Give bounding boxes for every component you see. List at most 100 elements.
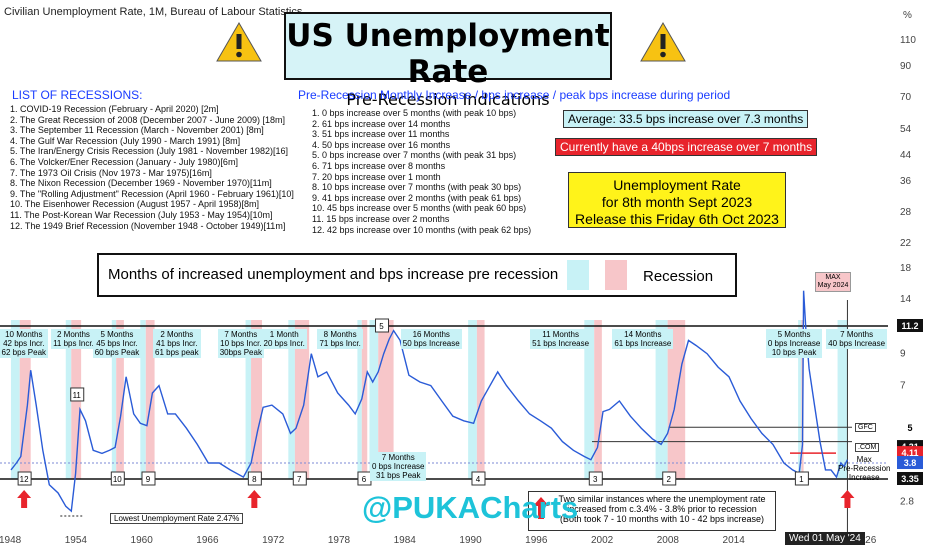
- y-tick-label: 7: [900, 381, 906, 392]
- recession-marker-label: 1: [799, 475, 804, 484]
- indication-item: 6. 71 bps increase over 8 months: [312, 160, 446, 171]
- legend-pink-swatch: [605, 260, 627, 290]
- indication-item: 4. 50 bps increase over 16 months: [312, 139, 451, 150]
- x-tick-label: 1984: [394, 535, 417, 546]
- recession-marker-box: [70, 387, 85, 402]
- recession-item: 6. The Volcker/Ener Recession (January -…: [10, 156, 238, 167]
- recession-marker-box: [17, 471, 32, 486]
- recession-band-cyan: [65, 320, 72, 479]
- x-tick-label: 1960: [131, 535, 154, 546]
- annotation-line: 42 bps Incr.: [3, 339, 45, 348]
- recession-band-cyan: [111, 320, 117, 479]
- release-box: Unemployment Rate for 8th month Sept 202…: [568, 172, 786, 228]
- recession-marker-label: 10: [113, 475, 122, 484]
- recession-band-cyan: [837, 320, 848, 479]
- y-tick-label: 36: [900, 176, 912, 187]
- x-tick-label: 2002: [591, 535, 614, 546]
- price-tag-bg: [897, 319, 923, 332]
- recession-marker-box: [247, 471, 262, 486]
- indication-item: 7. 20 bps increase over 1 month: [312, 171, 441, 182]
- annotation-line: 11 Months: [542, 330, 579, 339]
- indication-item: 12. 42 bps increase over 10 months (with…: [312, 224, 532, 235]
- indication-item: 9. 41 bps increase over 2 months (with p…: [312, 192, 522, 203]
- recession-marker-label: 9: [146, 475, 151, 484]
- annotation-line: 16 Months: [412, 330, 450, 339]
- y-tick-label: 70: [900, 92, 912, 103]
- current-box: Currently have a 40bps increase over 7 m…: [555, 138, 818, 156]
- annotation-box: 5 Months 45 bps Incr. 60 bps Peak: [92, 329, 142, 358]
- note-line: 0 bps Increase: [372, 462, 425, 471]
- y-tick-label: 44: [900, 150, 912, 161]
- annotation-box: 10 Months 42 bps Incr. 62 bps Peak: [0, 329, 49, 358]
- recession-marker-box: [375, 318, 390, 333]
- note-line: Max: [856, 455, 872, 464]
- y-axis-unit: %: [903, 10, 912, 21]
- annotation-box: 2 Months 11 bps Incr.: [51, 329, 96, 349]
- recession-band-pink: [145, 320, 155, 479]
- note-line: Two similar instances where the unemploy…: [558, 494, 766, 504]
- annotation-box: 11 Months 51 bps Increase: [530, 329, 592, 349]
- recession-band-cyan: [10, 320, 20, 479]
- annotation-box: 7 Months 40 bps Increase: [826, 329, 888, 349]
- annotation-line: 30bps Peak: [219, 348, 262, 357]
- x-tick-label: 1972: [262, 535, 285, 546]
- note-line: 7 Months: [381, 453, 415, 462]
- indication-item: 3. 51 bps increase over 11 months: [312, 129, 450, 140]
- annotation-line: 40 bps Increase: [828, 339, 886, 348]
- annotation-line: 5 Months: [777, 330, 811, 339]
- annotation-line: 51 bps Increase: [532, 339, 590, 348]
- x-tick-label: 1954: [65, 535, 88, 546]
- max-date: May 2024: [817, 282, 849, 289]
- recession-band-pink: [116, 320, 124, 479]
- series-line: [10, 290, 849, 513]
- recession-marker-label: 3: [593, 475, 598, 484]
- date-tag: Wed 01 May '24: [785, 532, 865, 545]
- recession-band-pink: [251, 320, 263, 479]
- annotation-line: 10 bps Incr.: [220, 339, 262, 348]
- recession-band-cyan: [584, 320, 595, 479]
- recession-marker-label: 12: [20, 475, 29, 484]
- up-arrow-icon: [533, 497, 549, 519]
- annotation-line: 60 bps Peak: [94, 348, 140, 357]
- com-tag: .COM: [855, 443, 880, 452]
- annotation-line: 50 bps Increase: [402, 339, 460, 348]
- max-may-box: MAX May 2024: [815, 272, 851, 292]
- lowest-note: Lowest Unemployment Rate 2.47%: [110, 513, 244, 524]
- annotation-line: 14 Months: [624, 330, 662, 339]
- recession-item: 11. The Post-Korean War Recession (July …: [10, 209, 273, 220]
- recession-band-pink: [594, 320, 602, 479]
- title-box: US Unemployment Rate Pre-Recession Indic…: [284, 12, 612, 109]
- annotation-box: 5 Months 0 bps Increase 10 bps Peak: [765, 329, 823, 358]
- watermark: @PUKACharts: [362, 490, 579, 525]
- indication-item: 5. 0 bps increase over 7 months (with pe…: [312, 150, 517, 161]
- recession-item: 10. The Eisenhower Recession (August 195…: [10, 199, 259, 210]
- recession-item: 7. The 1973 Oil Crisis (Nov 1973 - Mar 1…: [10, 167, 212, 178]
- y-tick-label: 28: [900, 207, 912, 218]
- recession-item: 5. The Iran/Energy Crisis Recession (Jul…: [10, 146, 288, 157]
- annotation-line: 61 bps Increase: [614, 339, 672, 348]
- note-line: Pre-Recession: [838, 464, 891, 473]
- indications-heading: Pre-Recession Monthly Increase / bps inc…: [298, 88, 731, 102]
- x-tick-label: 1996: [525, 535, 548, 546]
- x-tick-label: 2014: [723, 535, 746, 546]
- gfc-tag: GFC: [855, 423, 876, 432]
- recession-band-cyan: [798, 320, 802, 479]
- y-tick-label: 90: [900, 61, 912, 72]
- recession-marker-box: [588, 471, 603, 486]
- note-line: increased from c.3.4% - 3.8% prior to re…: [567, 504, 757, 514]
- price-tag-label: 3.8: [904, 458, 917, 468]
- note-line: (Both took 7 - 10 months with 10 - 42 bp…: [559, 514, 765, 524]
- recession-band-pink: [19, 320, 31, 479]
- recession-marker-label: 8: [252, 475, 257, 484]
- annotation-line: 62 bps Peak: [1, 348, 47, 357]
- max-pre-recession-note: Max Pre-Recession Increase: [838, 455, 890, 482]
- recession-band-pink: [361, 320, 368, 479]
- recession-marker-box: [141, 471, 156, 486]
- indication-item: 1. 0 bps increase over 5 months (with pe…: [312, 108, 517, 118]
- recession-item: 3. The September 11 Recession (March - N…: [10, 125, 264, 136]
- seven-months-note: 7 Months 0 bps Increase 31 bps Peak: [370, 452, 427, 481]
- y-tick-label: 9: [900, 349, 906, 360]
- annotation-line: 5 Months: [100, 330, 134, 339]
- recession-item: 2. The Great Recession of 2008 (December…: [10, 114, 285, 125]
- y-tick-label: 22: [900, 238, 912, 249]
